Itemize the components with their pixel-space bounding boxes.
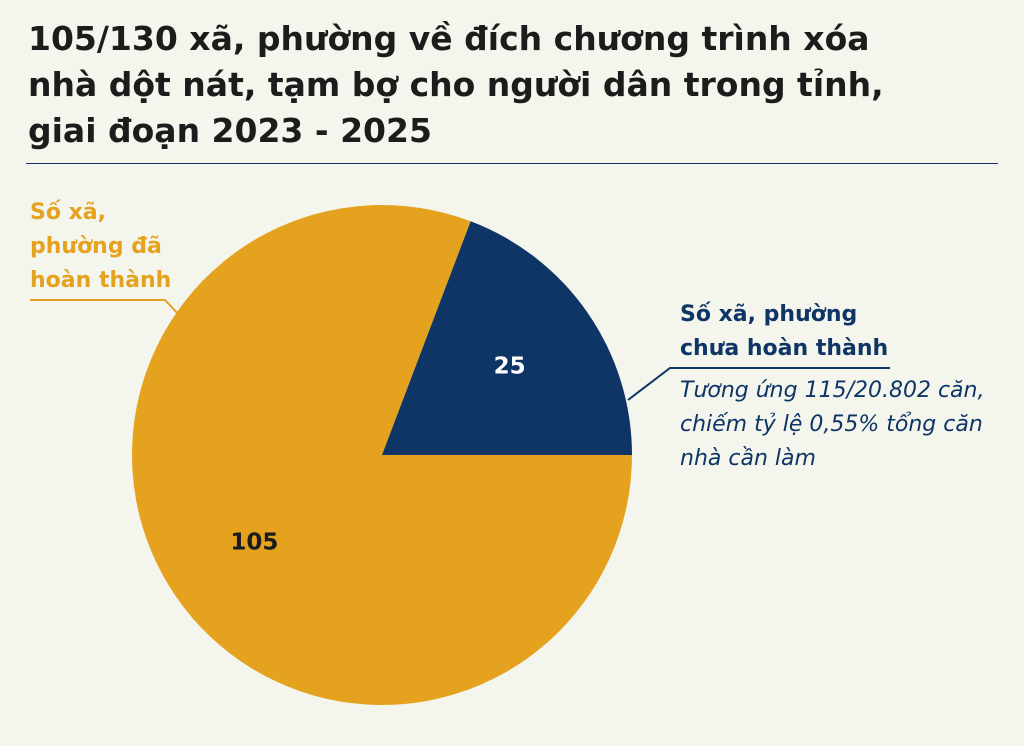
chart-title: 105/130 xã, phường về đích chương trình … xyxy=(28,19,884,150)
incomplete-annotation: Tương ứng 115/20.802 căn, chiếm tỷ lệ 0,… xyxy=(680,378,985,471)
leader-line-incomplete xyxy=(627,367,890,401)
pie-slices xyxy=(132,205,632,706)
value-label-incomplete: 25 xyxy=(494,353,526,379)
leader-line-completed xyxy=(30,299,181,317)
legend-label-incomplete: Số xã, phường chưa hoàn thành xyxy=(680,302,889,361)
value-label-completed: 105 xyxy=(230,530,278,556)
legend-label-completed: Số xã, phường đã hoàn thành xyxy=(30,200,172,293)
pie-slice-completed xyxy=(132,205,632,706)
title-divider xyxy=(26,163,998,164)
value-labels: 105 25 xyxy=(230,353,525,555)
pie-slice-incomplete xyxy=(382,221,632,455)
